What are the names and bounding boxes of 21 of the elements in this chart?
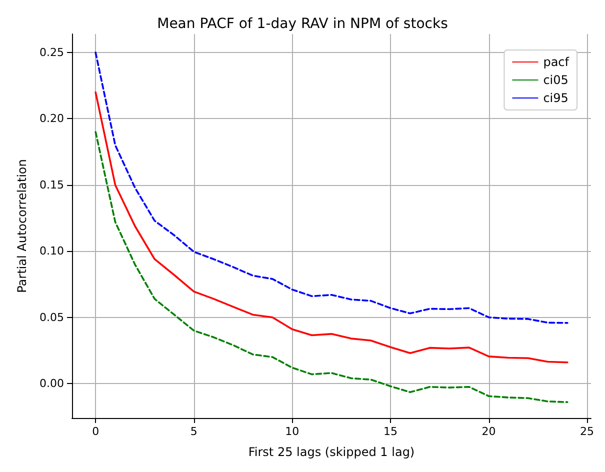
y-tick-label: 0.25 bbox=[40, 46, 64, 60]
x-tick-label: 20 bbox=[482, 425, 496, 438]
legend-label: ci05 bbox=[543, 73, 568, 87]
legend-label: ci95 bbox=[543, 91, 568, 105]
y-tick-label: 0.00 bbox=[40, 377, 64, 390]
line-series bbox=[94, 52, 568, 324]
x-tick-label: 25 bbox=[580, 425, 594, 438]
y-tick-label: 0.10 bbox=[40, 244, 64, 258]
y-axis-title: Partial Autocorrelation bbox=[15, 159, 29, 293]
x-tick-label: 10 bbox=[285, 425, 300, 438]
y-tick-label: 0.20 bbox=[40, 112, 64, 126]
x-tick-label: 0 bbox=[92, 425, 100, 438]
line-series bbox=[94, 131, 568, 404]
x-axis-title: First 25 lags (skipped 1 lag) bbox=[248, 445, 415, 459]
y-tick-label: 0.15 bbox=[40, 178, 64, 192]
line-series bbox=[94, 91, 568, 364]
y-tick-label: 0.05 bbox=[40, 310, 64, 324]
x-tick-label: 15 bbox=[383, 425, 398, 438]
x-tick-label: 5 bbox=[190, 425, 198, 438]
legend-label: pacf bbox=[543, 55, 570, 69]
chart-title: Mean PACF of 1-day RAV in NPM of stocks bbox=[157, 16, 448, 32]
